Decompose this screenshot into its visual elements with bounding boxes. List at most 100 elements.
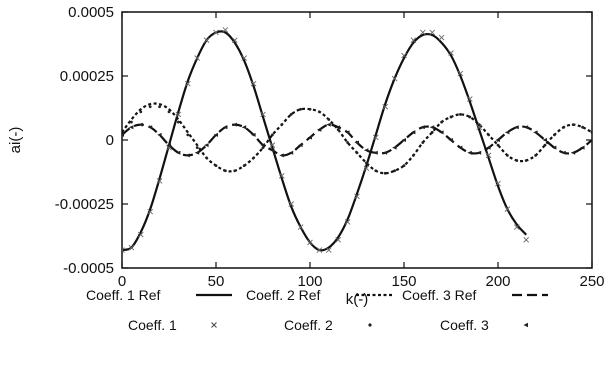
data-point [542, 138, 547, 142]
legend-label-coeff-3: Coeff. 3 [440, 317, 489, 333]
data-point [297, 224, 304, 230]
data-point [138, 122, 143, 127]
data-point [514, 125, 519, 130]
data-point [130, 120, 133, 124]
legend-swatch-coeff-2 [368, 323, 372, 327]
data-point [195, 146, 199, 150]
data-point [260, 143, 265, 148]
data-point [186, 133, 190, 137]
data-point [261, 146, 265, 150]
data-point [401, 52, 407, 59]
data-point [288, 201, 295, 207]
data-point [224, 169, 227, 173]
data-point [307, 135, 312, 140]
y-axis: -0.0005 -0.00025 0 0.00025 0.0005 [55, 4, 592, 277]
data-point [495, 180, 501, 187]
data-point [177, 120, 180, 124]
data-point [506, 153, 509, 157]
data-point [128, 244, 135, 251]
data-point [391, 75, 398, 82]
series-group [122, 27, 592, 253]
data-point [374, 169, 378, 173]
data-point [231, 37, 238, 43]
data-point [327, 118, 331, 121]
data-point [232, 122, 237, 127]
data-point [365, 161, 368, 165]
legend-label-coeff-1: Coeff. 1 [128, 317, 177, 333]
data-point [477, 123, 481, 127]
data-point [580, 145, 585, 150]
data-point [571, 123, 575, 127]
data-point [137, 231, 144, 238]
data-point [335, 237, 342, 243]
series-markers-coeff-1 [122, 27, 530, 253]
data-point [252, 156, 256, 160]
data-point [524, 159, 528, 162]
data-point [354, 193, 360, 200]
data-point [581, 125, 584, 129]
data-point [279, 153, 284, 158]
data-point [158, 105, 162, 109]
series-line-coeff-2-ref [122, 102, 592, 175]
data-point [316, 247, 323, 253]
data-point [412, 153, 415, 157]
legend-swatch-coeff-1 [211, 322, 217, 328]
data-point [157, 132, 162, 137]
data-point [496, 143, 500, 147]
data-point [233, 169, 237, 173]
data-point [393, 169, 396, 173]
data-point [383, 171, 387, 175]
series-markers-coeff-3 [122, 122, 592, 158]
data-point [421, 141, 425, 144]
data-point [410, 37, 417, 43]
data-point [354, 140, 359, 145]
data-point [429, 29, 436, 36]
legend-label-coeff-2-ref: Coeff. 2 Ref [246, 287, 321, 303]
data-point [242, 164, 246, 168]
data-point [355, 151, 359, 155]
x-tick-label: 100 [297, 273, 322, 290]
data-point [147, 208, 154, 215]
data-point [271, 133, 274, 137]
data-point [213, 29, 219, 36]
data-point [318, 110, 321, 114]
data-point [401, 138, 406, 142]
data-point [457, 70, 464, 77]
y-tick-label: -0.0005 [63, 260, 114, 277]
data-point [438, 34, 445, 41]
data-point [551, 145, 557, 150]
data-point [269, 142, 276, 148]
data-point [185, 153, 190, 158]
data-point [204, 143, 209, 148]
data-point [213, 132, 218, 137]
data-point [467, 150, 472, 155]
y-tick-label: -0.00025 [55, 196, 114, 213]
data-point [122, 132, 124, 137]
series-line-coeff-1-ref [122, 30, 528, 252]
data-point [543, 143, 547, 147]
data-point [139, 110, 143, 114]
data-point [175, 150, 181, 155]
data-point [562, 125, 566, 129]
data-point [515, 159, 519, 162]
data-point [504, 130, 510, 135]
x-tick-label: 250 [579, 273, 604, 290]
x-tick-label: 200 [485, 273, 510, 290]
data-point [241, 55, 248, 61]
series-markers-coeff-2 [122, 105, 592, 175]
y-tick-label: 0 [106, 132, 114, 149]
data-point [156, 178, 163, 184]
data-point [363, 165, 370, 171]
data-point [316, 127, 322, 132]
x-tick-label: 50 [208, 273, 225, 290]
data-point [241, 125, 247, 130]
data-point [419, 29, 426, 36]
data-point [288, 150, 294, 155]
data-point [175, 111, 182, 118]
x-axis: 0 50 100 150 200 250 [118, 12, 605, 290]
legend-label-coeff-1-ref: Coeff. 1 Ref [86, 287, 161, 303]
data-point [363, 148, 369, 153]
data-point [392, 145, 397, 150]
data-point [147, 125, 153, 130]
